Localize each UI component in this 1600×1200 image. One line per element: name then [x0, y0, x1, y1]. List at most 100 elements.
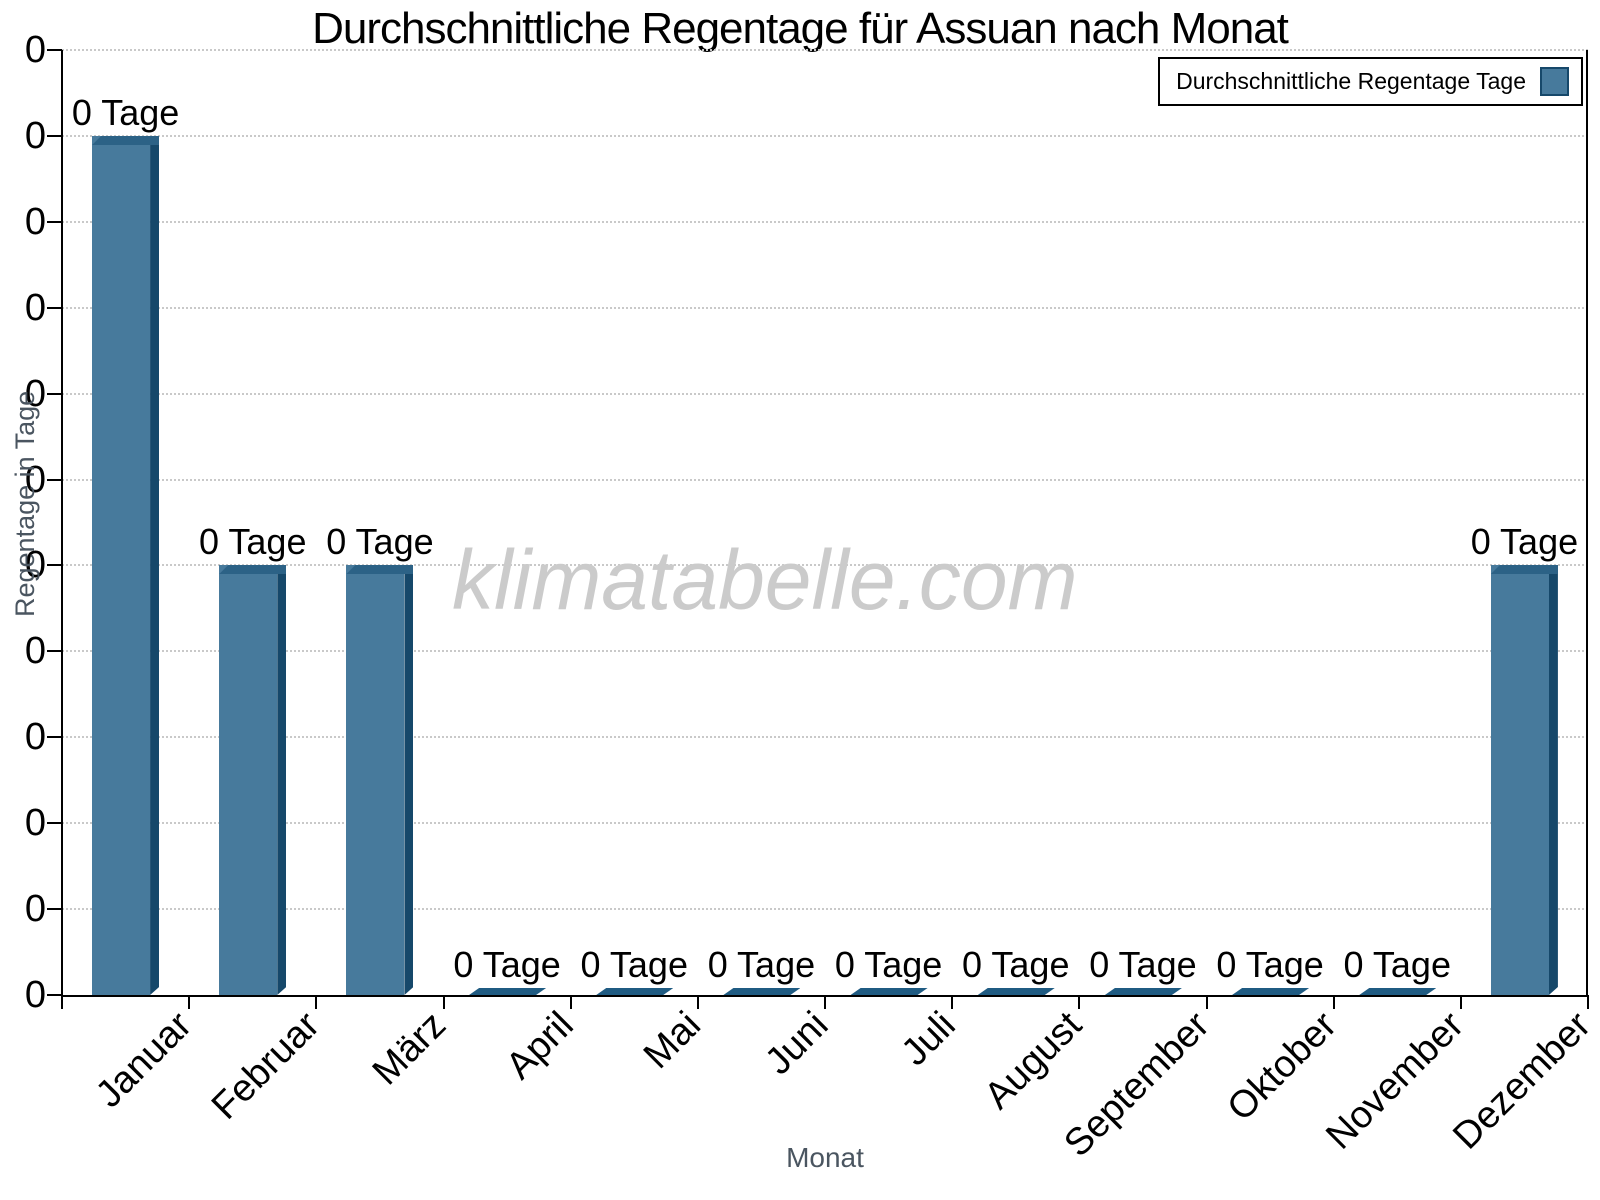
bar-front-face — [92, 136, 151, 995]
bar — [469, 988, 546, 995]
gridline — [62, 49, 1588, 51]
x-axis-line — [61, 995, 1588, 997]
bar-value-label: 0 Tage — [707, 944, 816, 985]
y-tick-label: 0 — [24, 114, 46, 157]
x-axis-tick-label: Januar — [88, 1004, 201, 1116]
x-tick — [1587, 995, 1589, 1009]
x-tick — [951, 995, 954, 1009]
y-tick — [47, 478, 62, 481]
x-tick — [824, 995, 826, 1009]
bar-value-label: 0 Tage — [326, 521, 434, 562]
bar — [92, 136, 160, 995]
gridline — [62, 478, 1588, 481]
bar — [1359, 988, 1436, 995]
y-tick — [47, 564, 62, 567]
legend-swatch — [1540, 67, 1569, 96]
x-axis-tick-label: April — [498, 1004, 582, 1088]
bar-value-label: 0 Tage — [1216, 944, 1324, 985]
bar-value-label: 0 Tage — [1343, 944, 1451, 985]
bar-value-label: 0 Tage — [1470, 521, 1579, 562]
y-tick-label: 0 — [24, 630, 46, 673]
bar — [1490, 565, 1558, 995]
y-tick-label: 0 — [24, 372, 46, 415]
y-tick-label: 0 — [24, 888, 46, 931]
gridline — [62, 134, 1588, 137]
x-axis-tick-label: Dezember — [1445, 1004, 1600, 1158]
x-axis-tick-label: Mai — [635, 1004, 709, 1077]
bar-side-face — [150, 136, 159, 995]
watermark: klimatabelle.com — [452, 533, 1078, 627]
y-tick — [47, 908, 62, 911]
bar — [851, 988, 928, 995]
bar-front-face — [1490, 565, 1549, 995]
y-tick — [47, 650, 62, 653]
x-tick — [315, 995, 318, 1009]
x-tick — [696, 995, 699, 1009]
bar — [723, 988, 800, 995]
x-axis-tick-label: Juni — [757, 1004, 837, 1083]
chart-title: Durchschnittliche Regentage für Assuan n… — [312, 4, 1289, 53]
x-tick — [1205, 995, 1208, 1009]
y-tick-label: 0 — [24, 544, 46, 587]
bar-side-face — [1549, 565, 1558, 995]
y-tick-label: 0 — [24, 802, 46, 845]
y-tick — [47, 392, 62, 395]
legend: Durchschnittliche Regentage Tage — [1158, 57, 1583, 106]
x-tick — [61, 995, 63, 1009]
bar-front-face — [219, 565, 278, 995]
gridline — [62, 908, 1588, 911]
y-axis-line — [61, 50, 63, 997]
bar-cap-face — [346, 565, 414, 574]
bar-side-face — [277, 565, 286, 995]
x-tick — [1332, 995, 1335, 1009]
bar-value-label: 0 Tage — [580, 944, 688, 985]
y-tick-label: 0 — [24, 974, 46, 1016]
y-tick — [47, 822, 62, 825]
bar-value-label: 0 Tage — [962, 944, 1070, 985]
gridline — [62, 306, 1588, 309]
gridline — [62, 736, 1588, 739]
bar — [1105, 988, 1182, 995]
gridline — [62, 822, 1588, 825]
x-tick — [188, 995, 191, 1009]
bar — [978, 988, 1055, 995]
bar-value-label: 0 Tage — [199, 521, 307, 562]
x-axis-tick-label: März — [365, 1004, 455, 1094]
gridline — [62, 392, 1588, 395]
y-tick-label: 0 — [24, 286, 46, 329]
y-tick-label: 0 — [24, 716, 46, 759]
x-axis-tick-label: Februar — [203, 1004, 328, 1128]
bar-cap-face — [92, 136, 160, 145]
x-tick — [569, 995, 572, 1009]
y-tick — [47, 49, 62, 51]
gridline — [62, 220, 1588, 223]
bar-cap-face — [1490, 565, 1558, 574]
right-border-line — [1586, 50, 1588, 997]
x-axis-tick-label: Oktober — [1219, 1004, 1345, 1130]
x-axis-tick-label: August — [977, 1004, 1091, 1118]
y-tick-label: 0 — [24, 458, 46, 501]
x-tick — [1078, 995, 1081, 1009]
bar-value-label: 0 Tage — [1089, 944, 1197, 985]
y-tick — [47, 220, 62, 223]
y-tick — [47, 306, 62, 309]
bar-value-label: 0 Tage — [834, 944, 943, 985]
x-axis-tick-label: Juli — [893, 1004, 964, 1075]
bar — [596, 988, 673, 995]
y-tick — [47, 736, 62, 739]
gridline — [62, 650, 1588, 653]
y-axis-title: Regentage in Tage — [10, 390, 40, 617]
x-axis-tick-label: November — [1318, 1004, 1472, 1158]
x-tick — [1459, 995, 1462, 1009]
bar — [219, 565, 287, 995]
y-tick-label: 0 — [24, 200, 46, 243]
bar — [346, 565, 414, 995]
bar-value-label: 0 Tage — [453, 944, 561, 985]
y-tick-label: 0 — [24, 29, 46, 71]
bar — [1232, 988, 1309, 995]
y-tick — [47, 994, 62, 996]
y-tick — [47, 134, 62, 137]
bar-side-face — [404, 565, 413, 995]
bar-value-label: 0 Tage — [71, 92, 180, 133]
